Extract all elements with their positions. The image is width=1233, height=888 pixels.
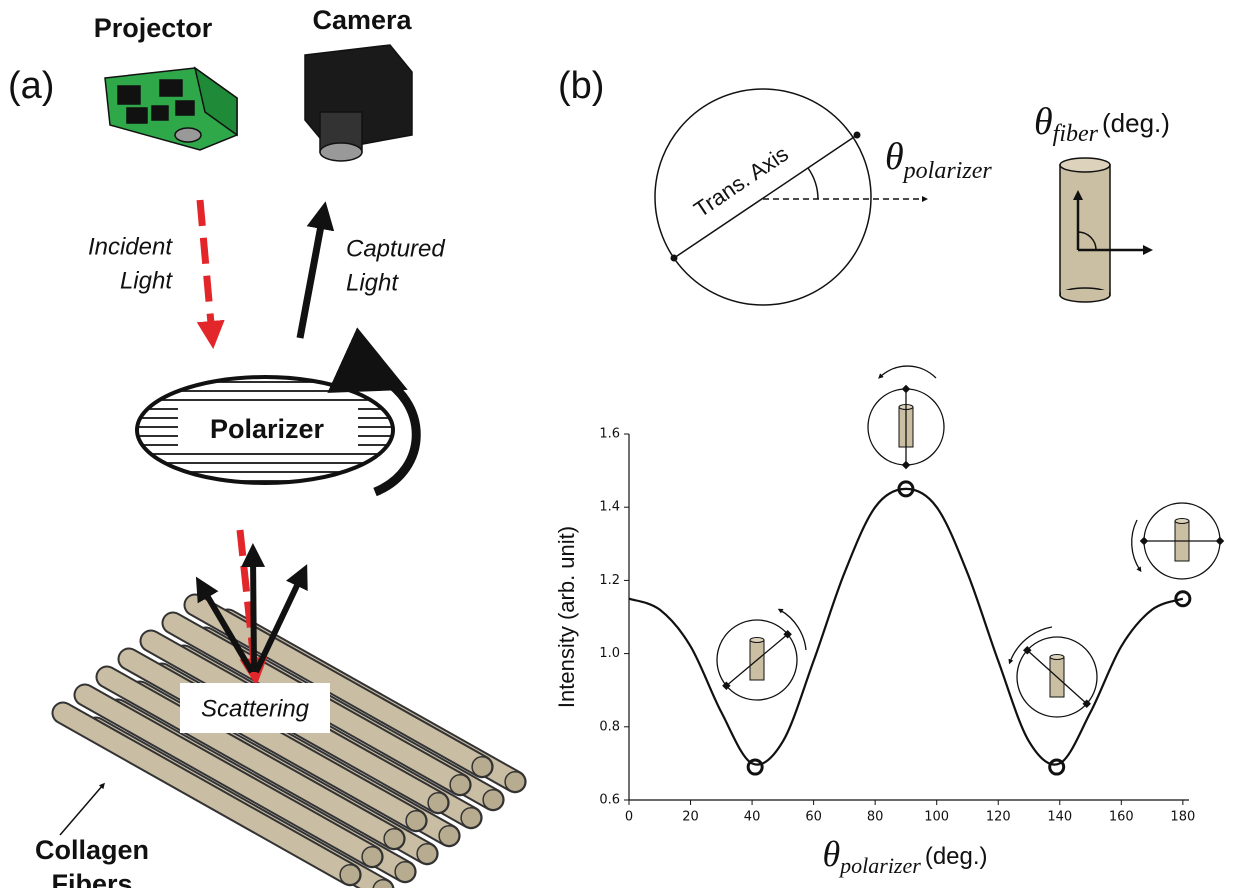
y-tick-label: 1.4 [599, 500, 620, 515]
rotation-arrow [1132, 520, 1140, 570]
incident-label: Light [120, 267, 173, 294]
x-tick-label: 100 [924, 810, 949, 825]
camera-icon [305, 45, 412, 161]
x-unit: (deg.) [925, 843, 988, 870]
captured-label: Captured [346, 235, 445, 262]
fiber-end [362, 847, 382, 867]
panel-label: (b) [558, 65, 604, 107]
fiber-end [450, 775, 470, 795]
x-tick-label: 40 [744, 810, 761, 825]
fiber-end [340, 865, 360, 885]
theta-symbol: θ [885, 136, 904, 178]
fiber-end [428, 793, 448, 813]
theta-symbol: θ [822, 834, 840, 874]
x-tick-label: 0 [625, 810, 633, 825]
fibers-label: Fibers [51, 869, 132, 888]
projector-label: Projector [94, 13, 213, 43]
y-tick-label: 0.8 [599, 719, 620, 734]
y-tick-label: 1.0 [599, 646, 620, 661]
fiber-end [406, 811, 426, 831]
captured-label: Light [346, 269, 399, 296]
theta-unit: (deg.) [1102, 108, 1170, 138]
fiber-end [395, 862, 415, 882]
fiber-end [472, 757, 492, 777]
incident-arrow [200, 200, 212, 335]
inset-fiber-top [750, 638, 764, 643]
figure: (a) Projector Camera Incident Light Capt… [0, 0, 1233, 888]
fiber-diagram [1060, 158, 1148, 302]
x-tick-label: 80 [867, 810, 884, 825]
panel-label: (a) [8, 65, 54, 107]
inset-fiber-top [1050, 655, 1064, 660]
incident-label: Incident [88, 233, 173, 260]
data-marker [1050, 760, 1064, 774]
y-tick-label: 0.6 [599, 793, 620, 808]
theta-symbol: θ [1034, 101, 1053, 143]
projector-icon [105, 68, 237, 150]
fiber-end [505, 772, 525, 792]
y-tick-label: 1.6 [599, 427, 620, 442]
x-tick-label: 120 [986, 810, 1011, 825]
x-tick-label: 140 [1047, 810, 1072, 825]
chart: 0 20 40 60 80 100 120 140 160 180 0.6 0.8 1.0 1.2 1.4 1… [554, 427, 1195, 879]
fiber-end [483, 790, 503, 810]
inset-icons [717, 366, 1224, 717]
data-line [629, 489, 1183, 765]
fiber-pointer [60, 785, 103, 835]
x-tick-label: 60 [805, 810, 822, 825]
fiber-end [384, 829, 404, 849]
captured-arrow [300, 215, 323, 338]
theta-subscript: polarizer [838, 853, 921, 878]
theta-subscript: fiber [1053, 121, 1099, 147]
rotation-arrow [880, 366, 936, 378]
x-tick-label: 180 [1170, 810, 1195, 825]
theta-subscript: polarizer [902, 158, 993, 184]
camera-label: Camera [312, 5, 412, 35]
polarizer-label: Polarizer [210, 414, 325, 444]
fiber-end [439, 826, 459, 846]
x-tick-label: 160 [1109, 810, 1134, 825]
trans-axis-label: Trans. Axis [689, 141, 793, 222]
scattering-label: Scattering [201, 695, 310, 722]
inset-fiber-top [1175, 519, 1189, 524]
data-marker [748, 760, 762, 774]
theta-polarizer-label: θpolarizer [885, 136, 992, 184]
x-tick-label: 20 [682, 810, 699, 825]
x-axis-label: θpolarizer(deg.) [822, 834, 987, 878]
theta-fiber-label: θfiber(deg.) [1034, 101, 1170, 147]
y-tick-label: 1.2 [599, 573, 620, 588]
fiber-end [461, 808, 481, 828]
fibers-label: Collagen [35, 835, 149, 865]
y-axis-label: Intensity (arb. unit) [554, 526, 579, 708]
fiber-end [417, 844, 437, 864]
